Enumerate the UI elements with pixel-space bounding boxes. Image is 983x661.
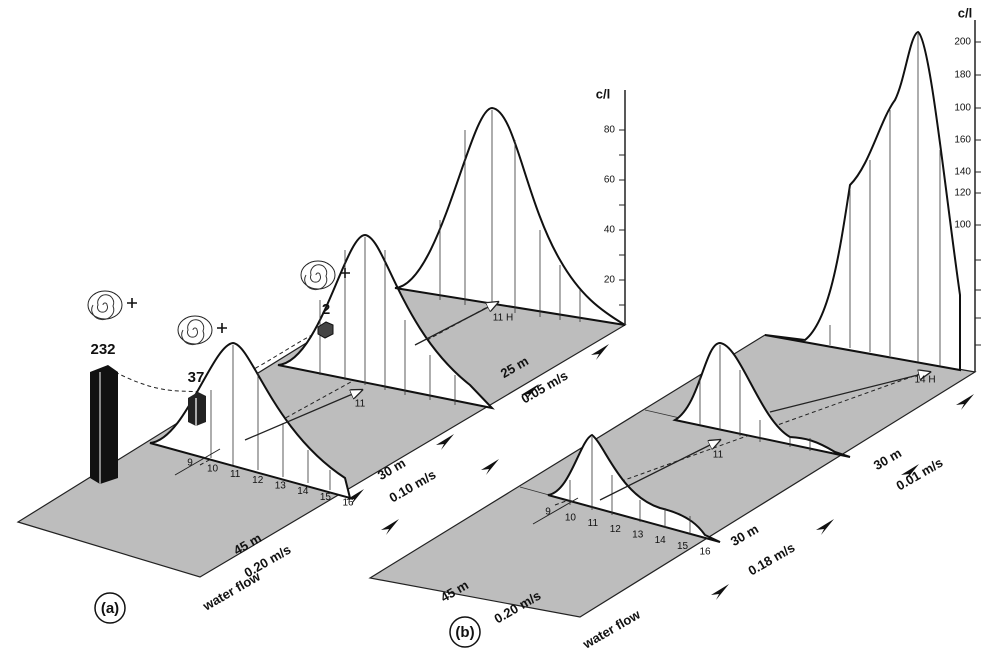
- distance-label: 30 m: [728, 521, 761, 549]
- panel-label: (a): [101, 600, 119, 617]
- flow-arrow: [816, 519, 834, 535]
- arrow: [414, 302, 498, 346]
- axis-tick-label: 20: [604, 275, 616, 286]
- plus-sign: [340, 268, 350, 278]
- axis-tick-label: 160: [954, 135, 971, 146]
- hour-label: 11: [230, 469, 241, 480]
- flow-label: water flow: [579, 606, 643, 652]
- count-label: 37: [188, 369, 205, 386]
- speed-label: 0.18 m/s: [745, 540, 797, 579]
- hour-label: 13: [275, 480, 287, 491]
- hour-label: 14: [297, 486, 309, 497]
- panel-label: (b): [455, 624, 474, 641]
- snail-spiral: [91, 294, 115, 321]
- count-bar: [90, 365, 118, 484]
- count-bar: [317, 321, 334, 339]
- curve: [672, 341, 851, 458]
- unit-label: c/l: [958, 5, 972, 20]
- curve: [764, 30, 961, 372]
- flow-label: water flow: [199, 568, 263, 614]
- panel-circle: [94, 592, 126, 624]
- peak-label: 14 H: [914, 375, 935, 386]
- plus-sign: [127, 298, 137, 308]
- axis-tick-label: 60: [604, 175, 616, 186]
- hour-label: 11: [588, 518, 599, 529]
- snail-spiral: [181, 319, 205, 346]
- hour-label: 15: [320, 492, 332, 503]
- speed-label: 0.01 m/s: [893, 455, 945, 494]
- plus-sign: [217, 323, 227, 333]
- axis-tick-label: 120: [954, 188, 971, 199]
- baseline: [174, 448, 221, 476]
- hour-label: 12: [252, 475, 264, 486]
- flow-arrow: [381, 519, 399, 535]
- flow-arrow: [591, 344, 609, 360]
- hour-label: 9: [545, 507, 551, 518]
- hour-label: 13: [632, 529, 644, 540]
- unit-label: c/l: [596, 86, 610, 101]
- flow-arrow: [901, 464, 919, 480]
- snail-spiral: [304, 264, 328, 291]
- hour-label: 16: [342, 498, 354, 509]
- curve: [547, 433, 721, 543]
- arrow: [244, 390, 362, 441]
- peak-label: 11: [355, 399, 366, 410]
- hour-label: 16: [699, 547, 711, 558]
- curve: [149, 341, 352, 500]
- hour-label: 10: [207, 463, 219, 474]
- flow-arrow: [436, 434, 454, 450]
- axis-tick-label: 140: [954, 167, 971, 178]
- axis-tick-label: 200: [954, 37, 971, 48]
- hour-label: 15: [677, 541, 689, 552]
- flow-arrow: [956, 394, 974, 410]
- flow-arrow: [346, 489, 364, 505]
- peak-label: 11 H: [493, 313, 513, 324]
- curve: [394, 106, 626, 326]
- baseline: [532, 497, 579, 525]
- arrow: [769, 372, 930, 413]
- axis-tick-label: 180: [954, 70, 971, 81]
- axis-tick-label: 100: [954, 103, 971, 114]
- hour-label: 9: [187, 458, 193, 469]
- distance-label: 30 m: [871, 445, 904, 473]
- panel-circle: [449, 616, 481, 648]
- flow-arrow: [481, 459, 499, 475]
- hour-label: 12: [610, 524, 622, 535]
- axis-tick-label: 100: [954, 220, 971, 231]
- arrow: [599, 440, 720, 501]
- axis-tick-label: 80: [604, 125, 616, 136]
- hour-label: 14: [655, 535, 667, 546]
- hour-label: 10: [565, 512, 577, 523]
- peak-label: 11: [713, 450, 724, 461]
- flow-arrow: [711, 584, 729, 600]
- count-label: 232: [90, 341, 115, 358]
- flow-arrow: [521, 384, 539, 400]
- count-label: 2: [322, 301, 330, 318]
- axis-tick-label: 40: [604, 225, 616, 236]
